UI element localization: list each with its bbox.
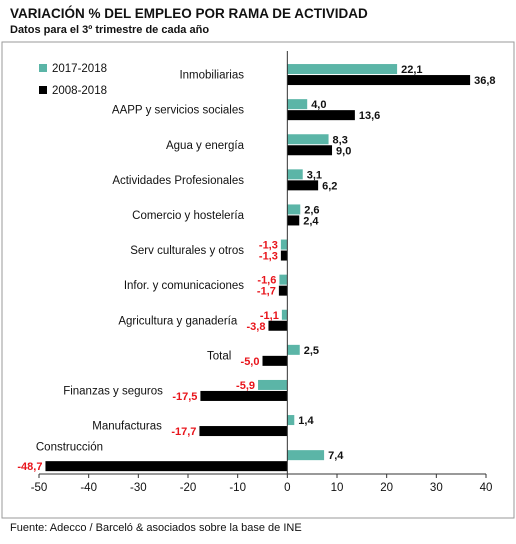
data-label: -1,6: [257, 275, 276, 287]
data-label: -17,5: [172, 391, 197, 403]
chart-subtitle: Datos para el 3º trimestre de cada año: [10, 24, 210, 36]
data-label: -3,8: [246, 321, 265, 333]
bar-long-11: [45, 461, 288, 472]
bar-long-3: [287, 180, 319, 191]
category-label: Serv culturales y otros: [130, 245, 244, 257]
data-label: 2,4: [303, 215, 319, 227]
data-label: 22,1: [401, 64, 422, 76]
data-label: 2,6: [304, 204, 319, 216]
x-tick-label: -20: [180, 482, 197, 494]
data-label: 36,8: [474, 75, 495, 87]
data-label: 6,2: [322, 180, 337, 192]
category-label: Construcción: [36, 442, 103, 454]
data-label: -48,7: [17, 461, 42, 473]
x-tick-label: 10: [331, 482, 344, 494]
bar-recent-10: [287, 415, 295, 426]
data-label: -5,9: [236, 380, 255, 392]
bar-recent-2: [287, 134, 329, 145]
x-tick-label: 30: [430, 482, 443, 494]
legend-label-1: 2008-2018: [52, 85, 107, 97]
data-label: 2,5: [304, 345, 319, 357]
bar-recent-11: [287, 450, 325, 461]
category-label: Finanzas y seguros: [63, 385, 163, 397]
legend-label-0: 2017-2018: [52, 63, 107, 75]
category-label: Agricultura y ganadería: [118, 315, 238, 327]
data-label: -1,7: [257, 286, 276, 298]
bar-chart: 22,1 36,8 Inmobiliarias 4,0 13,6 AAPP y servi…: [1, 41, 515, 519]
data-label: 3,1: [307, 169, 322, 181]
data-label: -17,7: [171, 426, 196, 438]
bar-long-10: [199, 426, 288, 437]
bar-recent-7: [281, 309, 288, 320]
data-label: -1,3: [259, 251, 278, 263]
data-label: -5,0: [241, 356, 260, 368]
plot-frame: [1, 41, 515, 519]
bar-long-1: [287, 110, 355, 121]
category-label: AAPP y servicios sociales: [112, 105, 244, 117]
bar-long-0: [287, 75, 471, 86]
source-note: Fuente: Adecco / Barceló & asociados sob…: [10, 522, 302, 534]
data-label: 13,6: [359, 110, 380, 122]
bar-long-2: [287, 145, 333, 156]
bar-recent-3: [287, 169, 303, 180]
category-label: Infor. y comunicaciones: [124, 280, 244, 292]
bar-recent-0: [287, 64, 398, 75]
x-tick-label: 20: [380, 482, 393, 494]
x-tick-label: -40: [80, 482, 97, 494]
x-tick-label: 0: [284, 482, 290, 494]
bar-recent-1: [287, 99, 308, 110]
bar-long-6: [278, 285, 288, 296]
data-label: 1,4: [298, 415, 314, 427]
x-tick-label: 40: [480, 482, 493, 494]
x-tick-label: -30: [130, 482, 147, 494]
bar-long-4: [287, 215, 300, 226]
bar-long-5: [280, 250, 288, 261]
bar-recent-5: [280, 239, 288, 250]
bar-long-7: [268, 320, 288, 331]
legend-swatch-0: [39, 64, 47, 72]
category-label: Manufacturas: [92, 421, 162, 433]
x-tick-label: -50: [31, 482, 48, 494]
category-label: Comercio y hostelería: [132, 210, 244, 222]
bar-recent-9: [258, 379, 288, 390]
category-label: Agua y energía: [166, 140, 245, 152]
legend-swatch-1: [39, 86, 47, 94]
bar-long-9: [200, 390, 288, 401]
data-label: -1,1: [260, 310, 279, 322]
bar-long-8: [262, 355, 288, 366]
category-label: Total: [207, 350, 231, 362]
category-label: Actividades Profesionales: [112, 175, 244, 187]
bar-recent-6: [279, 274, 288, 285]
bar-recent-8: [287, 344, 300, 355]
data-label: -1,3: [259, 240, 278, 252]
data-label: 9,0: [336, 145, 351, 157]
data-label: 8,3: [333, 134, 348, 146]
category-label: Inmobiliarias: [179, 70, 244, 82]
x-tick-label: -10: [229, 482, 246, 494]
chart-title: VARIACIÓN % DEL EMPLEO POR RAMA DE ACTIV…: [10, 6, 368, 21]
data-label: 7,4: [328, 450, 344, 462]
data-label: 4,0: [311, 99, 326, 111]
bar-recent-4: [287, 204, 301, 215]
